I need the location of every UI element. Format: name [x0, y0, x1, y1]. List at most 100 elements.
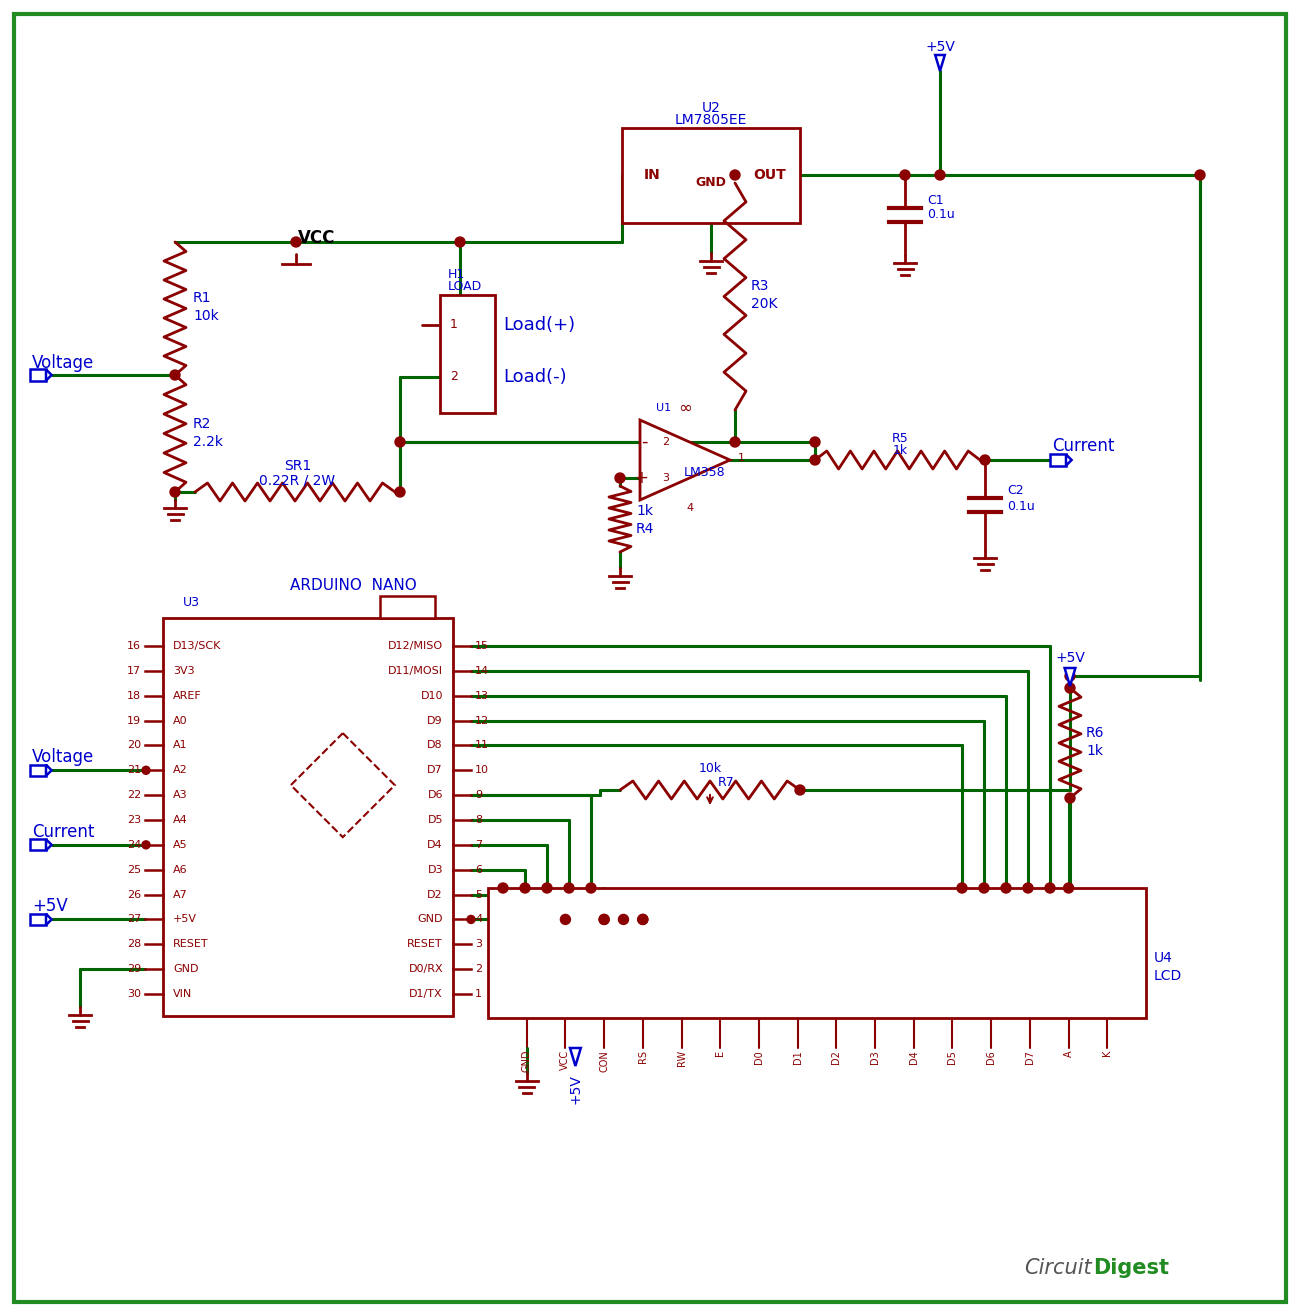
Text: U2: U2: [702, 101, 720, 114]
Circle shape: [142, 841, 150, 849]
Text: 17: 17: [127, 666, 140, 676]
Text: D4: D4: [909, 1050, 919, 1063]
Text: R2: R2: [192, 416, 212, 430]
Text: 20K: 20K: [751, 297, 777, 312]
Text: 8: 8: [474, 815, 482, 825]
Polygon shape: [46, 840, 52, 850]
Text: +5V: +5V: [568, 1074, 582, 1104]
Text: R4: R4: [636, 522, 654, 536]
Text: VCC: VCC: [560, 1050, 571, 1070]
Text: 21: 21: [127, 766, 140, 775]
Text: U1: U1: [656, 403, 671, 413]
Text: 27: 27: [127, 915, 140, 924]
Text: D10: D10: [420, 691, 443, 700]
Text: Current: Current: [32, 822, 95, 841]
Text: VCC: VCC: [298, 229, 335, 247]
Circle shape: [979, 883, 989, 894]
Polygon shape: [640, 420, 731, 500]
Text: U3: U3: [183, 596, 200, 608]
Text: GND: GND: [696, 176, 727, 190]
Text: D5: D5: [948, 1050, 958, 1063]
Bar: [439, 295, 495, 413]
Circle shape: [957, 883, 967, 894]
Text: A1: A1: [173, 741, 187, 750]
Text: LM358: LM358: [684, 466, 725, 479]
Text: D7: D7: [1024, 1050, 1035, 1063]
Circle shape: [1195, 170, 1205, 180]
Circle shape: [638, 915, 647, 924]
Text: GND: GND: [173, 965, 199, 974]
Polygon shape: [46, 370, 52, 380]
Text: 1: 1: [450, 318, 458, 332]
Circle shape: [1045, 883, 1056, 894]
Text: D6: D6: [987, 1050, 996, 1063]
Polygon shape: [291, 733, 395, 837]
Text: GND: GND: [417, 915, 443, 924]
Circle shape: [467, 916, 474, 924]
Text: Voltage: Voltage: [32, 749, 94, 766]
Text: D7: D7: [428, 766, 443, 775]
Text: D0/RX: D0/RX: [408, 965, 443, 974]
Text: R6: R6: [1086, 726, 1105, 740]
Text: Digest: Digest: [1093, 1258, 1169, 1278]
Text: 9: 9: [474, 790, 482, 800]
Text: 1k: 1k: [892, 443, 907, 457]
Text: 1k: 1k: [1086, 744, 1102, 758]
Text: D1/TX: D1/TX: [410, 990, 443, 999]
Circle shape: [935, 170, 945, 180]
Text: 10k: 10k: [698, 762, 722, 775]
Polygon shape: [1066, 454, 1071, 466]
Text: 20: 20: [127, 741, 140, 750]
Circle shape: [291, 237, 302, 247]
Text: D4: D4: [428, 840, 443, 850]
Text: D3: D3: [428, 865, 443, 875]
Circle shape: [1063, 883, 1074, 894]
Text: D3: D3: [870, 1050, 880, 1063]
Text: C1: C1: [927, 193, 944, 207]
Text: 1k: 1k: [636, 504, 653, 519]
Text: D5: D5: [428, 815, 443, 825]
Bar: [30, 840, 46, 850]
Circle shape: [619, 915, 628, 924]
Text: IN: IN: [644, 168, 660, 182]
Circle shape: [170, 487, 179, 497]
Text: Current: Current: [1052, 437, 1114, 455]
Text: 3: 3: [662, 472, 670, 483]
Circle shape: [731, 170, 740, 180]
Text: A5: A5: [173, 840, 187, 850]
Text: 2.2k: 2.2k: [192, 434, 224, 449]
Text: D0: D0: [754, 1050, 764, 1063]
Text: Load(-): Load(-): [503, 368, 567, 386]
Text: 6: 6: [474, 865, 482, 875]
Circle shape: [810, 455, 820, 465]
Text: 2: 2: [662, 437, 670, 447]
Polygon shape: [935, 55, 945, 71]
Text: 25: 25: [127, 865, 140, 875]
Text: D8: D8: [428, 741, 443, 750]
Text: VIN: VIN: [173, 990, 192, 999]
Text: E: E: [715, 1050, 725, 1057]
Text: 29: 29: [127, 965, 140, 974]
Text: R1: R1: [192, 292, 212, 305]
Text: A7: A7: [173, 890, 187, 900]
Text: 7: 7: [474, 840, 482, 850]
Text: LM7805EE: LM7805EE: [675, 113, 748, 128]
Text: 30: 30: [127, 990, 140, 999]
Bar: [380, 596, 436, 619]
Text: OUT: OUT: [754, 168, 786, 182]
Text: 5: 5: [474, 890, 482, 900]
Text: A4: A4: [173, 815, 187, 825]
Text: 22: 22: [127, 790, 140, 800]
Circle shape: [395, 437, 406, 447]
Text: Circuit: Circuit: [1024, 1258, 1092, 1278]
Text: +5V: +5V: [1056, 651, 1086, 665]
Text: GND: GND: [521, 1050, 532, 1073]
Text: A0: A0: [173, 716, 187, 725]
Circle shape: [638, 915, 647, 924]
Text: +5V: +5V: [926, 39, 955, 54]
Text: RESET: RESET: [173, 940, 208, 949]
Text: 0.1u: 0.1u: [1008, 500, 1035, 512]
Text: 13: 13: [474, 691, 489, 700]
Text: RS: RS: [638, 1050, 647, 1063]
Text: 23: 23: [127, 815, 140, 825]
